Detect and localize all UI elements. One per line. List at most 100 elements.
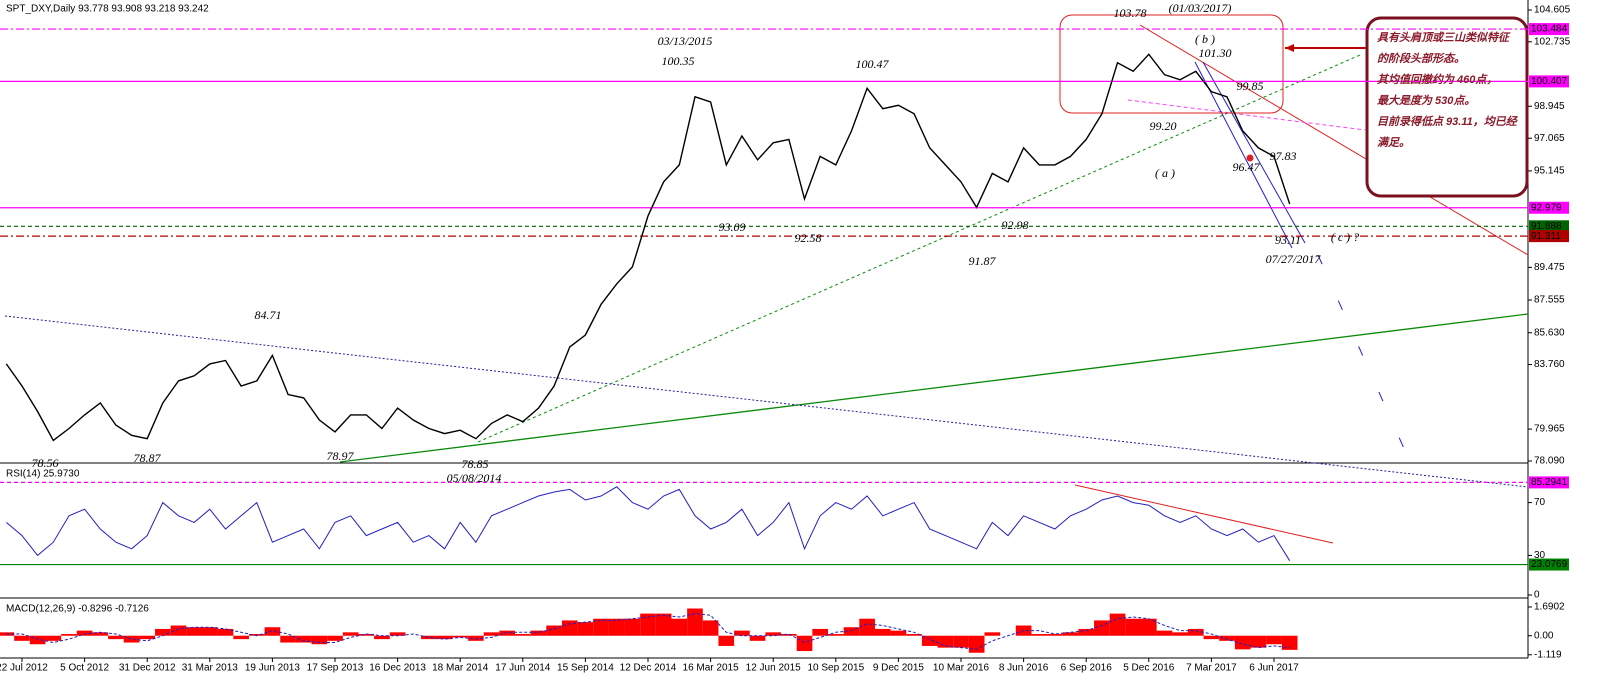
- macd-bar: [295, 635, 312, 643]
- x-tick-label: 12 Dec 2014: [620, 663, 677, 674]
- macd-bar: [499, 630, 515, 636]
- x-tick-label: 17 Sep 2013: [307, 663, 364, 674]
- macd-bar: [170, 625, 187, 636]
- macd-bar: [561, 620, 578, 636]
- price-line: [5, 53, 1291, 442]
- level-label: 91.311: [1531, 231, 1561, 242]
- y-tick-label: 1.6902: [1534, 602, 1565, 613]
- annotation: 91.87: [969, 254, 997, 268]
- y-tick-label: 30: [1534, 550, 1546, 561]
- macd-bar: [687, 608, 703, 636]
- macd-bar: [468, 635, 484, 641]
- level-label-box: [1529, 75, 1569, 88]
- x-tick-label: 31 Dec 2012: [119, 663, 176, 674]
- annotation: 103.78: [1114, 6, 1147, 20]
- level-label: 103.484: [1531, 24, 1568, 35]
- annotation: ( b ): [1195, 32, 1215, 46]
- macd-bar: [217, 628, 234, 636]
- y-tick-label: 102.735: [1534, 36, 1571, 47]
- macd-bar: [202, 627, 218, 636]
- macd-bar: [389, 632, 406, 636]
- annotation: (01/03/2017): [1169, 1, 1232, 15]
- macd-title: MACD(12,26,9) -0.8296 -0.7126: [6, 604, 149, 615]
- macd-bar: [1156, 630, 1173, 636]
- annotation: 78.85: [462, 457, 489, 471]
- macd-bar: [264, 627, 281, 636]
- y-tick-label: 0: [1534, 590, 1540, 601]
- level-label: 92.979: [1531, 202, 1562, 213]
- macd-bar: [655, 613, 672, 636]
- annotation: 05/08/2014: [447, 471, 502, 485]
- x-tick-label: 12 Jun 2015: [746, 663, 801, 674]
- y-tick-label: 85.630: [1534, 327, 1565, 338]
- macd-bar: [968, 635, 985, 653]
- macd-bar: [1250, 635, 1267, 648]
- macd-bar: [843, 627, 860, 636]
- macd-bar: [671, 618, 688, 636]
- level-label-box: [1529, 220, 1569, 233]
- annotation: 78.56: [32, 456, 59, 470]
- macd-bar: [749, 635, 766, 641]
- annotation: 100.35: [662, 54, 695, 68]
- annotation: ( a ): [1155, 166, 1175, 180]
- level-label: 85.2941: [1531, 477, 1568, 488]
- x-tick-label: 31 Mar 2013: [182, 663, 239, 674]
- trend-line: [477, 54, 1361, 443]
- macd-bar: [874, 628, 891, 636]
- rsi-line: [5, 486, 1291, 561]
- callout-line: 最大是度为 530点。: [1377, 94, 1475, 107]
- callout-line: 目前录得低点 93.11，均已经: [1377, 115, 1519, 128]
- macd-bar: [1094, 620, 1110, 636]
- annotation: ( c ) ?: [1331, 230, 1359, 244]
- y-tick-label: -1.119: [1534, 649, 1562, 660]
- macd-bar: [1219, 635, 1235, 641]
- y-tick-label: 98.945: [1534, 101, 1565, 112]
- x-tick-label: 10 Mar 2016: [933, 663, 990, 674]
- annotation: 92.98: [1002, 218, 1029, 232]
- macd-bar: [577, 622, 594, 636]
- macd-bar: [483, 632, 500, 636]
- x-tick-label: 10 Sep 2015: [807, 663, 864, 674]
- macd-bar: [248, 634, 265, 636]
- macd-bar: [14, 635, 30, 641]
- annotation: 92.58: [795, 231, 822, 245]
- macd-bar: [734, 630, 750, 636]
- macd-bar: [828, 634, 844, 636]
- x-tick-label: 16 Dec 2013: [369, 663, 426, 674]
- macd-bar: [781, 634, 797, 636]
- x-tick-label: 6 Jun 2017: [1249, 663, 1299, 674]
- macd-bar: [123, 635, 140, 643]
- macd-bar: [937, 635, 954, 648]
- level-label-box: [1529, 558, 1569, 571]
- y-tick-label: 78.090: [1534, 456, 1565, 467]
- callout-box: [1365, 16, 1529, 198]
- macd-bar: [1031, 634, 1048, 636]
- callout-line: 的阶段头部形态。: [1377, 52, 1465, 65]
- macd-bar: [1078, 628, 1095, 636]
- macd-bar: [796, 635, 813, 652]
- macd-bar: [108, 635, 124, 640]
- macd-bar: [906, 634, 922, 636]
- x-tick-label: 7 Mar 2017: [1186, 663, 1237, 674]
- macd-bar: [718, 635, 735, 646]
- trend-line: [1139, 24, 1529, 256]
- macd-bar: [593, 618, 609, 636]
- macd-bar: [530, 630, 547, 636]
- macd-bar: [515, 634, 531, 636]
- y-tick-label: 97.065: [1534, 133, 1565, 144]
- macd-bar: [1234, 635, 1251, 650]
- annotation: 07/27/2017: [1266, 252, 1322, 266]
- macd-bar: [186, 627, 202, 636]
- macd-bar: [890, 630, 907, 636]
- macd-bar: [1266, 635, 1282, 645]
- callout-line: 满足。: [1377, 136, 1410, 149]
- chart-title: SPT_DXY,Daily 93.778 93.908 93.218 93.24…: [6, 4, 209, 15]
- annotation: 03/13/2015: [658, 34, 713, 48]
- x-tick-label: 15 Sep 2014: [557, 663, 614, 674]
- annotation: 96.47: [1233, 160, 1261, 174]
- macd-bar: [139, 635, 156, 640]
- macd-bar: [1281, 635, 1298, 650]
- annotation: 99.85: [1237, 79, 1264, 93]
- trend-line: [1127, 99, 1366, 131]
